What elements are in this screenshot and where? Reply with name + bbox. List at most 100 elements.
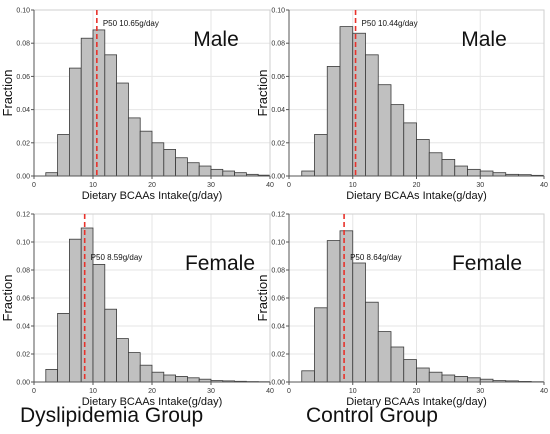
histogram-bar (92, 263, 106, 383)
x-axis-title: Dietary BCAAs Intake(g/day) (346, 396, 487, 408)
histogram-bar (441, 158, 456, 177)
histogram-bar (80, 37, 94, 177)
histogram-bar (352, 32, 366, 177)
median-annotation: P50 10.44g/day (362, 19, 418, 28)
y-tick-label: 0.10 (271, 8, 285, 15)
x-tick-label: 0 (32, 182, 36, 189)
median-annotation: P50 8.59g/day (91, 253, 143, 262)
y-tick-label: 0.06 (16, 74, 30, 81)
x-tick-label: 40 (266, 182, 274, 189)
histogram-bar (326, 66, 341, 177)
median-annotation: P50 10.65g/day (103, 19, 159, 28)
x-tick-label: 10 (89, 388, 97, 395)
chart-panel-dyslipidemia-female: 0.00 0.02 0.04 0.06 0.08 0.10 0.12 0 10 20 30 40 Die… (0, 212, 274, 409)
x-tick-label: 10 (89, 182, 97, 189)
x-tick-label: 10 (349, 182, 357, 189)
histogram-bar (222, 170, 236, 177)
x-tick-label: 30 (207, 388, 215, 395)
chart-panel-dyslipidemia-male: 0.00 0.02 0.04 0.06 0.08 0.10 0 10 20 30 40 Dietary… (0, 8, 274, 203)
histogram-bar (326, 240, 341, 383)
group-label-dyslipidemia: Dyslipidemia Group (20, 404, 204, 427)
y-tick-label: 0.10 (271, 240, 285, 247)
median-annotation: P50 8.64g/day (350, 253, 402, 262)
histogram-bar (139, 130, 153, 177)
y-tick-label: 0.02 (271, 352, 285, 359)
group-label-control: Control Group (306, 404, 438, 427)
y-tick-label: 0.08 (271, 268, 285, 275)
histogram-bar (104, 308, 118, 383)
y-tick-label: 0.12 (271, 212, 285, 219)
x-tick-label: 30 (207, 182, 215, 189)
histogram-bar (127, 117, 141, 177)
histogram-bar (467, 168, 481, 177)
histogram-bar (377, 331, 392, 383)
sex-label: Male (193, 28, 239, 51)
histogram-bar (314, 307, 328, 383)
histogram-bar (416, 367, 430, 383)
x-tick-label: 40 (540, 182, 548, 189)
y-tick-label: 0.04 (16, 107, 30, 114)
x-axis-title: Dietary BCAAs Intake(g/day) (82, 190, 223, 202)
y-tick-label: 0.04 (271, 107, 285, 114)
x-tick-label: 0 (32, 388, 36, 395)
histogram-bar (116, 82, 129, 177)
histogram-bar (441, 374, 456, 383)
y-axis-title: Fraction (255, 275, 270, 322)
histogram-bar (139, 364, 153, 383)
y-axis-title: Fraction (0, 275, 15, 322)
histogram-bar (92, 29, 106, 177)
histogram-bar (80, 227, 94, 383)
histogram-bar (390, 346, 405, 383)
histogram-bar (428, 152, 443, 177)
histogram-bar (377, 84, 392, 177)
histogram-bar (69, 67, 82, 177)
x-tick-label: 10 (349, 388, 357, 395)
y-tick-label: 0.06 (271, 74, 285, 81)
chart-panel-control-female: 0.00 0.02 0.04 0.06 0.08 0.10 0.12 0 10 20 30 40 Die… (255, 212, 548, 409)
x-tick-label: 0 (287, 388, 291, 395)
histogram-bar (186, 162, 200, 177)
chart-panel-control-male: 0.00 0.02 0.04 0.06 0.08 0.10 0 10 20 30 40 Dietary… (255, 8, 548, 203)
y-tick-label: 0.00 (16, 380, 30, 387)
y-tick-label: 0.02 (16, 140, 30, 147)
histogram-bar (198, 165, 212, 177)
histogram-bar (163, 149, 177, 177)
histogram-bar (428, 371, 443, 383)
x-tick-label: 20 (148, 182, 156, 189)
y-tick-label: 0.02 (16, 352, 30, 359)
x-tick-label: 30 (476, 388, 484, 395)
y-tick-label: 0.08 (16, 41, 30, 48)
x-tick-label: 40 (266, 388, 274, 395)
x-tick-label: 0 (287, 182, 291, 189)
histogram-bar (175, 157, 188, 177)
y-tick-label: 0.06 (271, 296, 285, 303)
y-tick-label: 0.08 (16, 268, 30, 275)
histogram-bar (352, 262, 366, 383)
x-tick-label: 30 (476, 182, 484, 189)
x-tick-label: 20 (413, 182, 421, 189)
histogram-bar (57, 312, 70, 383)
histogram-bar (365, 301, 379, 383)
histogram-bar (390, 104, 405, 177)
x-axis-title: Dietary BCAAs Intake(g/day) (82, 396, 223, 408)
histogram-bar (116, 338, 129, 383)
y-tick-label: 0.10 (16, 8, 30, 15)
x-tick-label: 40 (540, 388, 548, 395)
histogram-bar (403, 359, 417, 383)
x-tick-label: 20 (413, 388, 421, 395)
histogram-bar (210, 168, 224, 177)
y-tick-label: 0.08 (271, 41, 285, 48)
y-tick-label: 0.12 (16, 212, 30, 219)
histogram-bar (467, 377, 481, 383)
x-tick-label: 20 (148, 388, 156, 395)
y-axis-title: Fraction (255, 70, 270, 117)
histogram-bar (314, 134, 328, 177)
histogram-bar (186, 377, 200, 383)
histogram-bar (104, 54, 118, 177)
histogram-bar (151, 371, 165, 383)
y-tick-label: 0.02 (271, 140, 285, 147)
histogram-bar (416, 139, 430, 177)
histogram-bar (163, 374, 177, 383)
sex-label: Female (185, 252, 255, 275)
